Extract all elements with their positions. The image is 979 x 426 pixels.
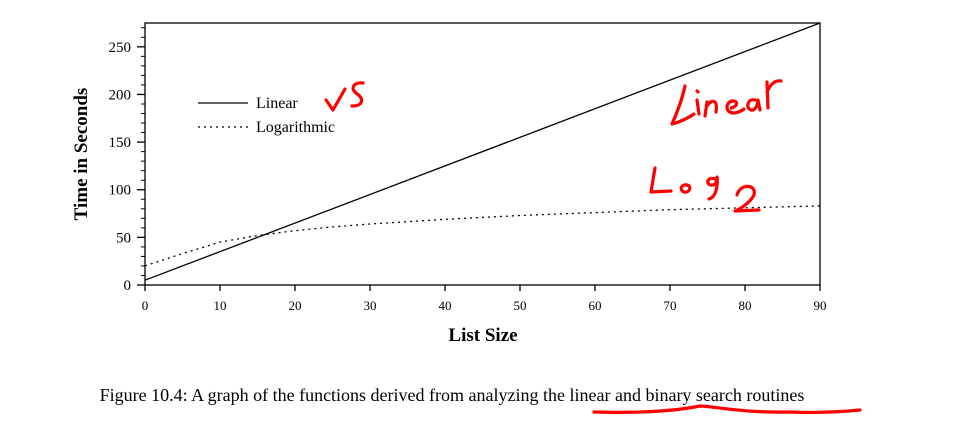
annotation-underline (592, 404, 862, 414)
handwritten-annotations (324, 79, 862, 414)
y-tick-label: 100 (109, 183, 132, 199)
legend: Linear Logarithmic (198, 95, 335, 136)
x-tick-label: 70 (664, 298, 677, 313)
x-axis-title: List Size (448, 325, 517, 346)
x-tick-label: 0 (142, 298, 149, 313)
y-axis-ticks: 0 50 100 150 200 250 (109, 40, 145, 294)
series-line-logarithmic (144, 205, 821, 267)
plot-frame (144, 22, 821, 286)
x-tick-label: 30 (364, 298, 377, 313)
x-tick-label: 10 (214, 298, 227, 313)
x-tick-label: 90 (814, 298, 827, 313)
annotation-vs (324, 81, 365, 112)
annotation-linear (670, 79, 783, 126)
figure-caption: Figure 10.4: A graph of the functions de… (100, 385, 805, 405)
x-tick-label: 60 (589, 298, 602, 313)
y-tick-label: 50 (116, 230, 131, 246)
annotation-log2 (649, 166, 761, 213)
y-minor-ticks (141, 27, 145, 276)
legend-label-linear: Linear (256, 95, 298, 112)
x-tick-label: 80 (739, 298, 752, 313)
x-tick-label: 40 (439, 298, 452, 313)
x-axis-ticks: 0 10 20 30 40 50 60 70 80 90 (142, 285, 827, 313)
legend-label-logarithmic: Logarithmic (256, 119, 335, 136)
x-tick-label: 20 (289, 298, 302, 313)
y-axis-title: Time in Seconds (71, 88, 92, 221)
y-tick-label: 0 (124, 278, 132, 294)
x-tick-label: 50 (514, 298, 527, 313)
series-lines (144, 22, 821, 281)
y-tick-label: 150 (109, 135, 132, 151)
y-tick-label: 200 (109, 87, 132, 103)
y-tick-label: 250 (109, 40, 132, 56)
series-line-linear (144, 22, 821, 281)
